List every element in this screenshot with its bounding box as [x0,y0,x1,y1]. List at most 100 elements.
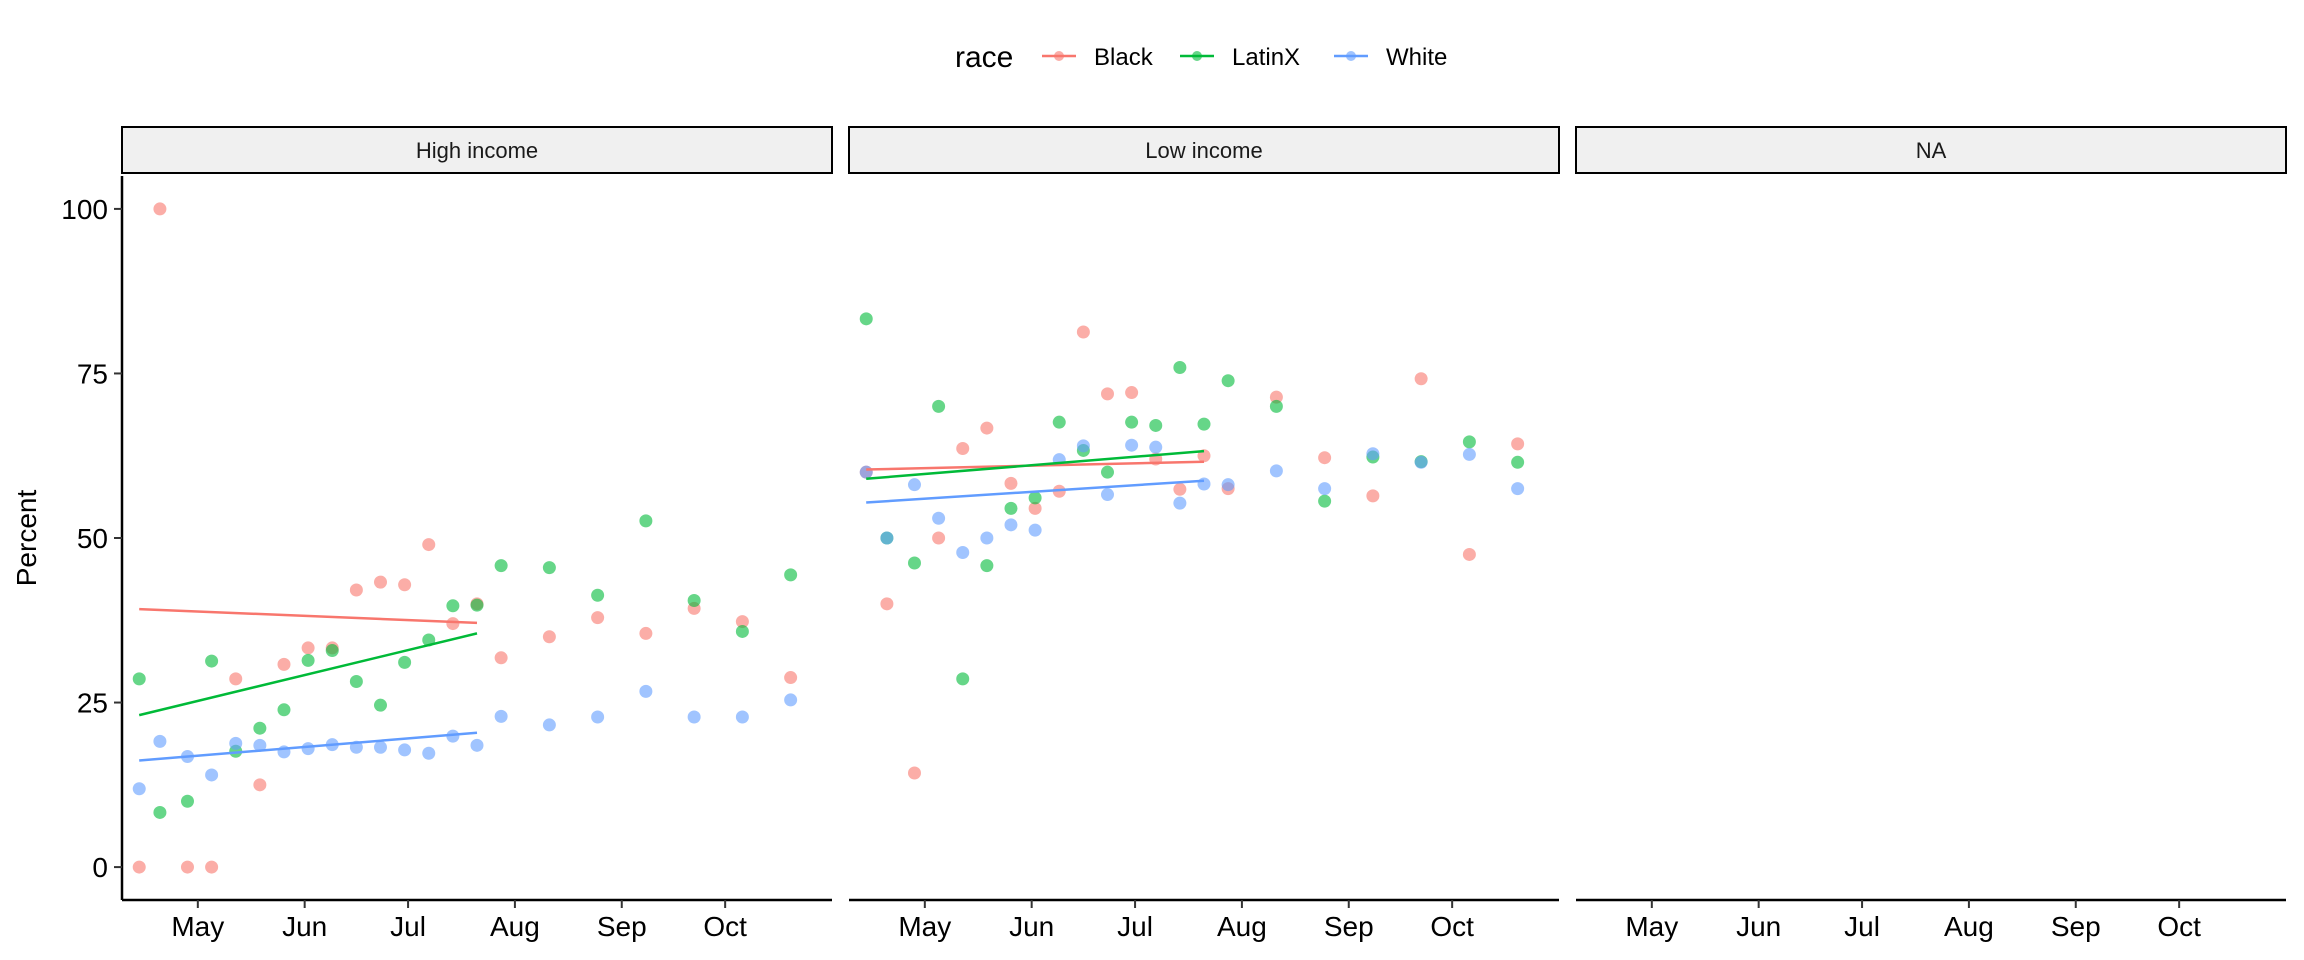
data-point-latinx [956,672,970,686]
data-point-white [1149,440,1163,454]
data-point-latinx [784,568,798,582]
trend-line-white [866,479,1205,504]
data-point-white [1125,438,1139,452]
x-tick-label: Aug [1944,911,1994,942]
legend-label-latinx: LatinX [1232,44,1300,71]
x-tick-label: Jul [1117,911,1153,942]
x-tick-label: May [898,911,951,942]
y-tick-label: 0 [92,852,108,883]
data-point-white [1318,482,1332,496]
data-point-white [229,736,243,750]
data-point-latinx [494,559,508,573]
data-point-latinx [1511,455,1525,469]
trend-line-latinx [866,449,1205,481]
data-point-white [1173,496,1187,510]
data-point-white [470,738,484,752]
legend-label-black: Black [1094,44,1154,71]
data-point-white [205,768,219,782]
x-tick-label: Jul [390,911,426,942]
data-point-latinx [1197,417,1211,431]
x-tick-label: May [1625,911,1678,942]
x-tick-label: Sep [2051,911,2101,942]
data-point-white [373,740,387,754]
data-point-white [859,465,873,479]
facet-strip-label: High income [416,138,538,163]
trend-line-black [139,607,478,625]
data-point-black [1173,482,1187,496]
x-tick-label: Sep [597,911,647,942]
data-point-black [446,617,460,631]
data-point-latinx [1462,435,1476,449]
facet-strip [121,126,833,174]
panel-low-income: Low income May Jun Jul Aug Sep Oct [848,126,1560,942]
data-point-black [1004,476,1018,490]
legend-item-black: Black [1042,44,1154,71]
data-point-white [301,742,315,756]
data-point-latinx [980,559,994,573]
data-point-black [373,575,387,589]
data-point-black [277,657,291,671]
data-point-white [639,684,653,698]
data-point-black [1366,489,1380,503]
facet-strip [848,126,1560,174]
legend: race Black LatinX White [955,41,1447,74]
data-point-black [639,626,653,640]
data-point-latinx [1100,465,1114,479]
data-point-white [153,734,167,748]
data-point-white [422,746,436,760]
data-point-white [1414,455,1428,469]
data-point-latinx [180,794,194,808]
facet-strip-label: NA [1916,138,1947,163]
data-point-latinx [735,624,749,638]
data-point-latinx [859,312,873,326]
data-point-white [907,478,921,492]
data-point-latinx [542,561,556,575]
data-point-black [1076,325,1090,339]
data-point-latinx [1269,399,1283,413]
data-point-white [1462,447,1476,461]
y-tick-label: 50 [77,523,108,554]
data-point-black [153,202,167,216]
y-axis-title: Percent [11,490,42,587]
x-tick-label: May [171,911,224,942]
data-point-white [446,729,460,743]
legend-title: race [955,41,1013,74]
data-point-latinx [1052,415,1066,429]
data-point-latinx [907,556,921,570]
data-point-black [735,615,749,629]
data-point-white [687,710,701,724]
data-point-black [591,611,605,625]
data-point-white [1076,439,1090,453]
data-point-black [980,421,994,435]
data-point-white [980,531,994,545]
data-point-white [1028,523,1042,537]
x-tick-label: Oct [1430,911,1474,942]
data-point-latinx [373,698,387,712]
data-point-white [398,743,412,757]
data-point-white [253,738,267,752]
data-point-latinx [205,654,219,668]
trend-line-white [139,731,478,762]
data-point-white [1221,478,1235,492]
x-tick-label: Jun [1736,911,1781,942]
data-point-white [494,709,508,723]
data-point-latinx [1004,501,1018,515]
y-tick-label: 100 [61,194,108,225]
panel-high-income: High income 0 25 50 75 100 May Jun Jul Aug Sep Oct [61,126,833,942]
data-point-white [1004,518,1018,532]
data-point-black [1269,390,1283,404]
data-point-latinx [1149,418,1163,432]
data-point-latinx [470,598,484,612]
data-point-latinx [325,644,339,658]
x-tick-label: Sep [1324,911,1374,942]
data-point-white [542,718,556,732]
data-point-latinx [277,703,291,717]
x-tick-label: Oct [703,911,747,942]
data-point-latinx [1028,491,1042,505]
x-tick-label: Jun [1009,911,1054,942]
data-point-black [422,538,436,552]
data-point-latinx [132,672,146,686]
data-point-black [180,860,194,874]
